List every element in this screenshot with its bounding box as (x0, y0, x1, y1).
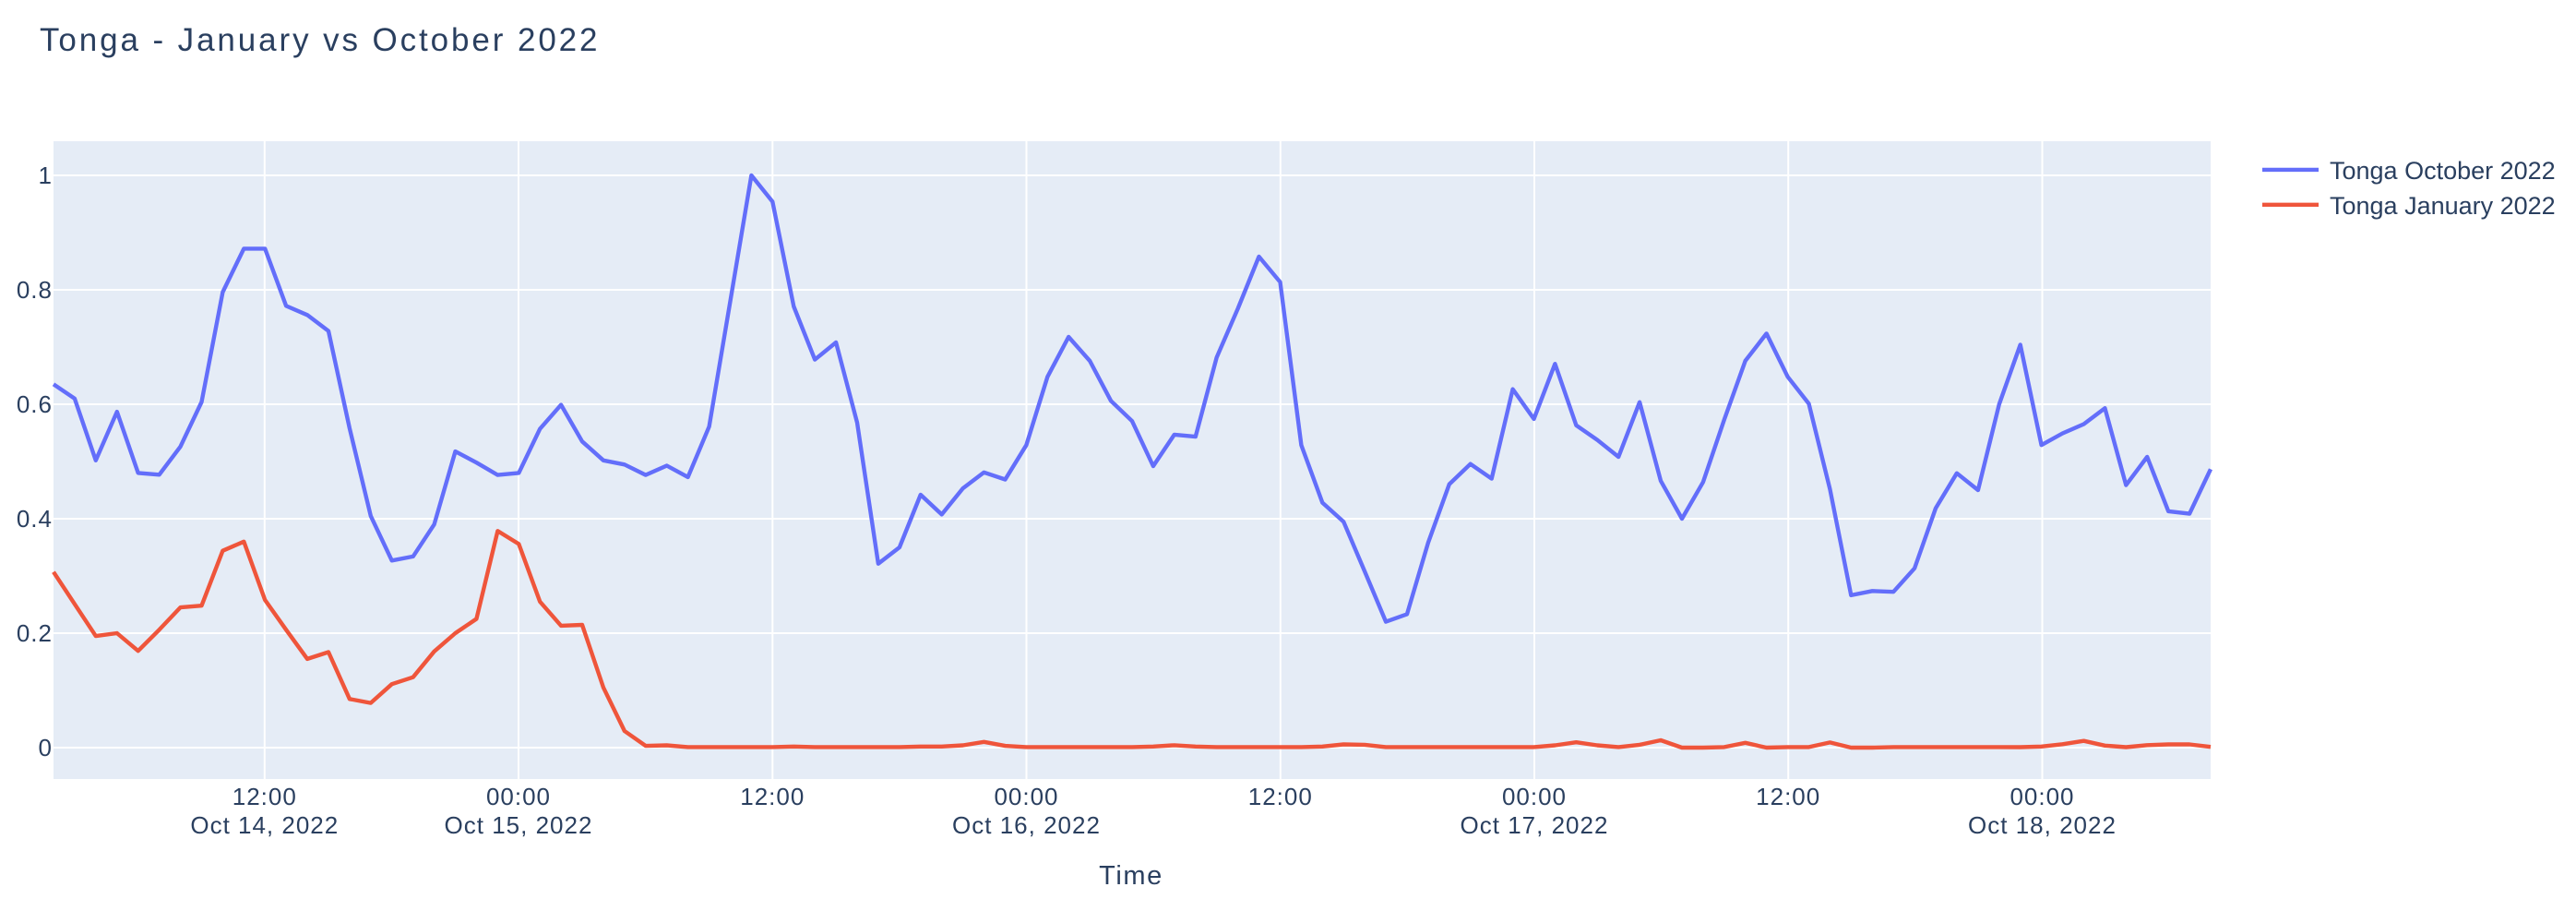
svg-text:00:00: 00:00 (1502, 783, 1567, 810)
svg-text:Oct 14, 2022: Oct 14, 2022 (190, 811, 339, 839)
svg-text:Oct 17, 2022: Oct 17, 2022 (1461, 811, 1609, 839)
svg-text:12:00: 12:00 (1248, 783, 1313, 810)
svg-text:Oct 16, 2022: Oct 16, 2022 (952, 811, 1101, 839)
svg-text:12:00: 12:00 (740, 783, 805, 810)
svg-text:12:00: 12:00 (1756, 783, 1820, 810)
svg-text:00:00: 00:00 (486, 783, 551, 810)
svg-text:0.8: 0.8 (17, 276, 53, 304)
svg-text:00:00: 00:00 (2010, 783, 2074, 810)
svg-text:00:00: 00:00 (994, 783, 1058, 810)
svg-text:0.4: 0.4 (17, 505, 53, 533)
svg-text:Tonga - January vs October 202: Tonga - January vs October 2022 (40, 22, 600, 58)
svg-text:0: 0 (39, 734, 53, 761)
svg-text:12:00: 12:00 (233, 783, 297, 810)
svg-text:Tonga January 2022: Tonga January 2022 (2330, 192, 2556, 220)
svg-text:0.2: 0.2 (17, 619, 53, 647)
svg-text:Oct 15, 2022: Oct 15, 2022 (445, 811, 593, 839)
svg-text:Oct 18, 2022: Oct 18, 2022 (1968, 811, 2117, 839)
svg-text:Tonga October 2022: Tonga October 2022 (2330, 157, 2556, 185)
svg-text:1: 1 (39, 162, 53, 189)
svg-text:0.6: 0.6 (17, 390, 53, 418)
svg-text:Time: Time (1099, 861, 1163, 891)
